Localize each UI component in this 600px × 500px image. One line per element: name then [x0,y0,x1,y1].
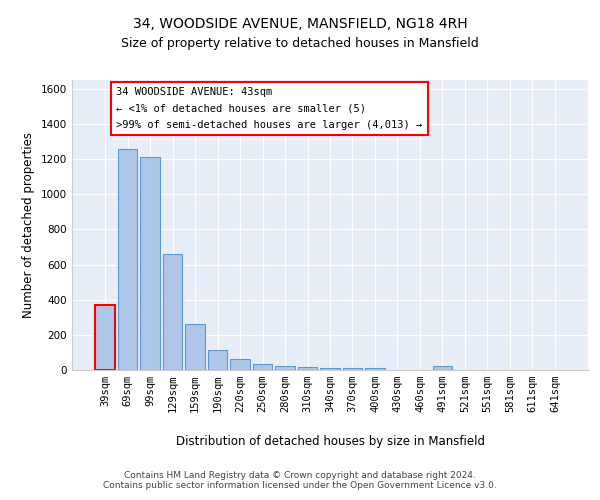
Text: 34 WOODSIDE AVENUE: 43sqm
← <1% of detached houses are smaller (5)
>99% of semi-: 34 WOODSIDE AVENUE: 43sqm ← <1% of detac… [116,86,422,130]
Bar [208,350,227,370]
Bar [95,305,115,370]
Bar [275,366,295,370]
Bar [230,358,250,370]
Bar [163,254,182,370]
Text: Distribution of detached houses by size in Mansfield: Distribution of detached houses by size … [176,435,485,448]
Bar [140,158,160,370]
Text: Size of property relative to detached houses in Mansfield: Size of property relative to detached ho… [121,38,479,51]
Bar [185,324,205,370]
Bar [433,366,452,370]
Bar [343,368,362,370]
Text: Contains HM Land Registry data © Crown copyright and database right 2024.
Contai: Contains HM Land Registry data © Crown c… [103,470,497,490]
Bar [365,368,385,370]
Text: 34, WOODSIDE AVENUE, MANSFIELD, NG18 4RH: 34, WOODSIDE AVENUE, MANSFIELD, NG18 4RH [133,18,467,32]
Y-axis label: Number of detached properties: Number of detached properties [22,132,35,318]
Bar [118,150,137,370]
Bar [298,368,317,370]
Bar [320,368,340,370]
Bar [253,364,272,370]
